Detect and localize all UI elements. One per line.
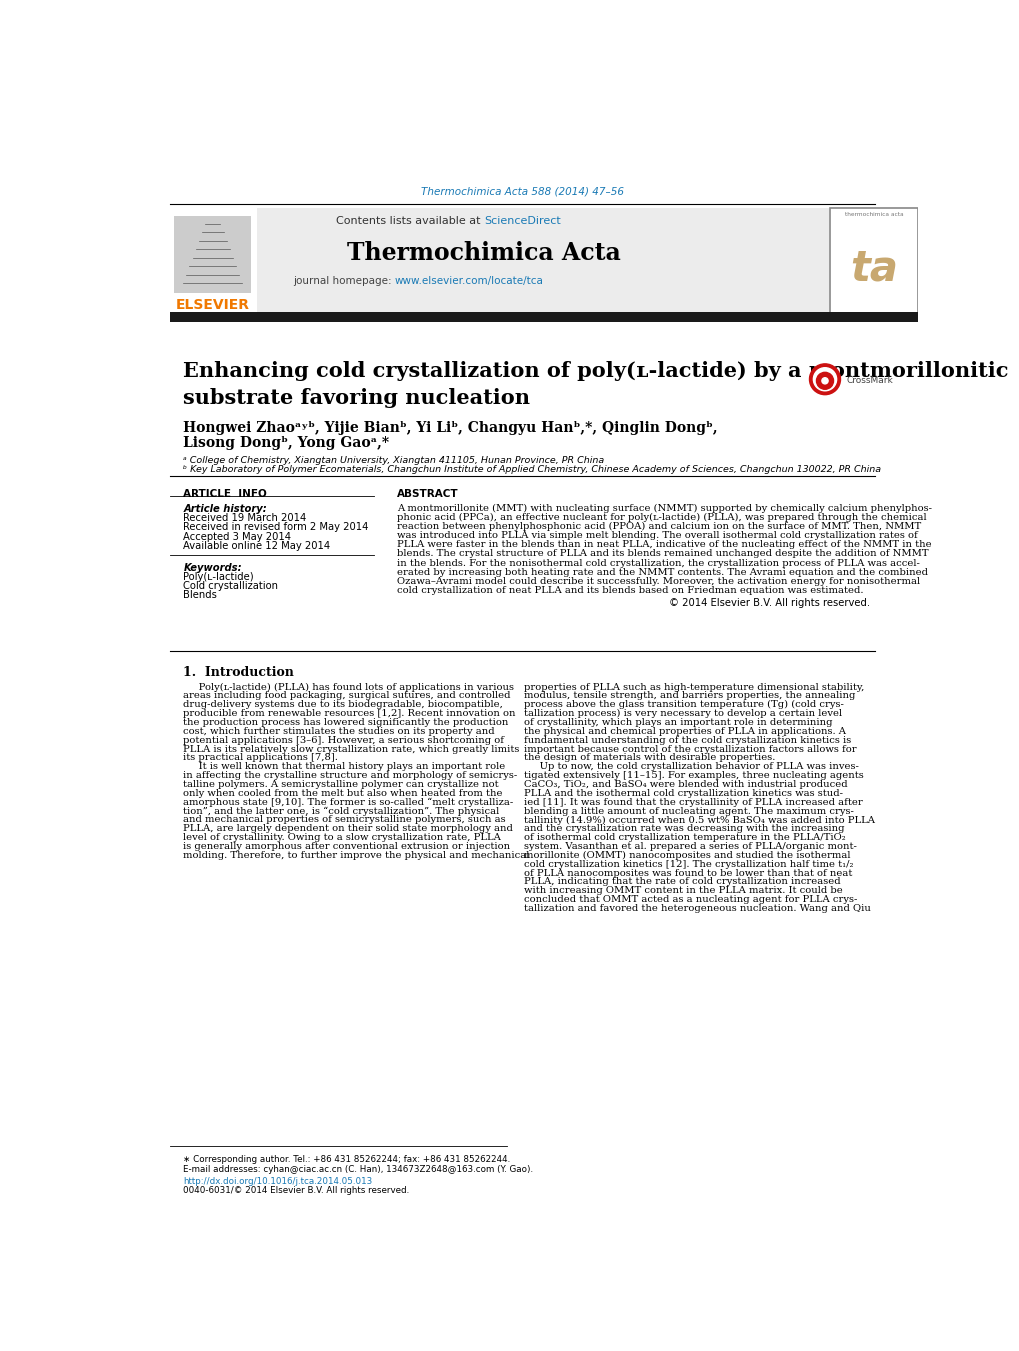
Text: Received 19 March 2014: Received 19 March 2014 [183, 513, 307, 523]
Text: Keywords:: Keywords: [183, 562, 242, 573]
Text: producible from renewable resources [1,2]. Recent innovation on: producible from renewable resources [1,2… [183, 709, 516, 719]
Text: CaCO₃, TiO₂, and BaSO₄ were blended with industrial produced: CaCO₃, TiO₂, and BaSO₄ were blended with… [524, 780, 847, 789]
Text: tigated extensively [11–15]. For examples, three nucleating agents: tigated extensively [11–15]. For example… [524, 771, 863, 780]
Text: cold crystallization of neat PLLA and its blends based on Friedman equation was : cold crystallization of neat PLLA and it… [396, 586, 863, 594]
Text: erated by increasing both heating rate and the NMMT contents. The Avrami equatio: erated by increasing both heating rate a… [396, 567, 927, 577]
Bar [828, 208, 917, 315]
Text: ScienceDirect: ScienceDirect [484, 216, 560, 227]
Text: reaction between phenylphosphonic acid (PPOA) and calcium ion on the surface of : reaction between phenylphosphonic acid (… [396, 523, 920, 531]
Text: http://dx.doi.org/10.1016/j.tca.2014.05.013: http://dx.doi.org/10.1016/j.tca.2014.05.… [183, 1177, 372, 1186]
Text: Available online 12 May 2014: Available online 12 May 2014 [183, 540, 330, 551]
Text: with increasing OMMT content in the PLLA matrix. It could be: with increasing OMMT content in the PLLA… [524, 886, 843, 896]
Text: and the crystallization rate was decreasing with the increasing: and the crystallization rate was decreas… [524, 824, 844, 834]
Text: morillonite (OMMT) nanocomposites and studied the isothermal: morillonite (OMMT) nanocomposites and st… [524, 851, 850, 861]
Text: the design of materials with desirable properties.: the design of materials with desirable p… [524, 754, 774, 762]
Circle shape [812, 367, 836, 390]
Bar [170, 208, 257, 315]
Text: tion”, and the latter one, is “cold crystallization”. The physical: tion”, and the latter one, is “cold crys… [183, 807, 499, 816]
Text: system. Vasanthan et al. prepared a series of PLLA/organic mont-: system. Vasanthan et al. prepared a seri… [524, 842, 856, 851]
Circle shape [821, 378, 827, 384]
Text: Enhancing cold crystallization of poly(ʟ-lactide) by a montmorillonitic
substrat: Enhancing cold crystallization of poly(ʟ… [183, 361, 1008, 408]
Text: Received in revised form 2 May 2014: Received in revised form 2 May 2014 [183, 523, 368, 532]
Text: of PLLA nanocomposites was found to be lower than that of neat: of PLLA nanocomposites was found to be l… [524, 869, 852, 878]
Text: blending a little amount of nucleating agent. The maximum crys-: blending a little amount of nucleating a… [524, 807, 853, 816]
Text: thermochimica acta: thermochimica acta [844, 212, 902, 218]
Bar [174, 216, 252, 293]
Text: level of crystallinity. Owing to a slow crystallization rate, PLLA: level of crystallinity. Owing to a slow … [183, 834, 500, 842]
Text: tallization and favored the heterogeneous nucleation. Wang and Qiu: tallization and favored the heterogeneou… [524, 904, 870, 913]
Text: areas including food packaging, surgical sutures, and controlled: areas including food packaging, surgical… [183, 692, 511, 701]
Text: Cold crystallization: Cold crystallization [183, 581, 278, 590]
Text: Thermochimica Acta 588 (2014) 47–56: Thermochimica Acta 588 (2014) 47–56 [421, 186, 624, 196]
Text: cold crystallization kinetics [12]. The crystallization half time t₁/₂: cold crystallization kinetics [12]. The … [524, 859, 853, 869]
Text: PLLA were faster in the blends than in neat PLLA, indicative of the nucleating e: PLLA were faster in the blends than in n… [396, 540, 931, 550]
Text: blends. The crystal structure of PLLA and its blends remained unchanged despite : blends. The crystal structure of PLLA an… [396, 550, 928, 558]
Text: potential applications [3–6]. However, a serious shortcoming of: potential applications [3–6]. However, a… [183, 736, 503, 744]
Text: CrossMark: CrossMark [846, 377, 893, 385]
Text: © 2014 Elsevier B.V. All rights reserved.: © 2014 Elsevier B.V. All rights reserved… [668, 598, 869, 608]
Text: Hongwei Zhaoᵃʸᵇ, Yijie Bianᵇ, Yi Liᵇ, Changyu Hanᵇ,*, Qinglin Dongᵇ,: Hongwei Zhaoᵃʸᵇ, Yijie Bianᵇ, Yi Liᵇ, Ch… [183, 422, 717, 435]
Text: only when cooled from the melt but also when heated from the: only when cooled from the melt but also … [183, 789, 502, 798]
Text: ∗ Corresponding author. Tel.: +86 431 85262244; fax: +86 431 85262244.: ∗ Corresponding author. Tel.: +86 431 85… [183, 1155, 511, 1165]
Text: Ozawa–Avrami model could describe it successfully. Moreover, the activation ener: Ozawa–Avrami model could describe it suc… [396, 577, 919, 586]
Text: the production process has lowered significantly the production: the production process has lowered signi… [183, 719, 508, 727]
Text: of crystallinity, which plays an important role in determining: of crystallinity, which plays an importa… [524, 719, 832, 727]
Circle shape [809, 363, 840, 394]
Text: in the blends. For the nonisothermal cold crystallization, the crystallization p: in the blends. For the nonisothermal col… [396, 558, 919, 567]
Text: 0040-6031/© 2014 Elsevier B.V. All rights reserved.: 0040-6031/© 2014 Elsevier B.V. All right… [183, 1186, 410, 1196]
Text: phonic acid (PPCa), an effective nucleant for poly(ʟ-lactide) (PLLA), was prepar: phonic acid (PPCa), an effective nuclean… [396, 513, 926, 523]
Text: was introduced into PLLA via simple melt blending. The overall isothermal cold c: was introduced into PLLA via simple melt… [396, 531, 917, 540]
Text: properties of PLLA such as high-temperature dimensional stability,: properties of PLLA such as high-temperat… [524, 682, 864, 692]
Text: Lisong Dongᵇ, Yong Gaoᵃ,*: Lisong Dongᵇ, Yong Gaoᵃ,* [183, 436, 389, 450]
Text: fundamental understanding of the cold crystallization kinetics is: fundamental understanding of the cold cr… [524, 736, 851, 744]
Text: of isothermal cold crystallization temperature in the PLLA/TiO₂: of isothermal cold crystallization tempe… [524, 834, 845, 842]
Text: Poly(ʟ-lactide): Poly(ʟ-lactide) [183, 571, 254, 582]
Text: PLLA is its relatively slow crystallization rate, which greatly limits: PLLA is its relatively slow crystallizat… [183, 744, 519, 754]
Text: its practical applications [7,8].: its practical applications [7,8]. [183, 754, 338, 762]
Text: journal homepage:: journal homepage: [292, 277, 394, 286]
Text: talline polymers. A semicrystalline polymer can crystallize not: talline polymers. A semicrystalline poly… [183, 780, 498, 789]
Circle shape [815, 373, 833, 389]
Text: Article history:: Article history: [183, 504, 267, 513]
Text: PLLA, indicating that the rate of cold crystallization increased: PLLA, indicating that the rate of cold c… [524, 877, 840, 886]
Text: molding. Therefore, to further improve the physical and mechanical: molding. Therefore, to further improve t… [183, 851, 529, 859]
Text: amorphous state [9,10]. The former is so-called “melt crystalliza-: amorphous state [9,10]. The former is so… [183, 797, 513, 807]
Text: drug-delivery systems due to its biodegradable, biocompatible,: drug-delivery systems due to its biodegr… [183, 700, 502, 709]
Text: Accepted 3 May 2014: Accepted 3 May 2014 [183, 532, 291, 542]
Text: Blends: Blends [183, 590, 217, 600]
Text: tallization process) is very necessary to develop a certain level: tallization process) is very necessary t… [524, 709, 842, 719]
Text: Contents lists available at: Contents lists available at [335, 216, 484, 227]
Text: A montmorillonite (MMT) with nucleating surface (NMMT) supported by chemically c: A montmorillonite (MMT) with nucleating … [396, 504, 931, 513]
Text: E-mail addresses: cyhan@ciac.ac.cn (C. Han), 134673Z2648@163.com (Y. Gao).: E-mail addresses: cyhan@ciac.ac.cn (C. H… [183, 1165, 533, 1174]
Text: ᵇ Key Laboratory of Polymer Ecomaterials, Changchun Institute of Applied Chemist: ᵇ Key Laboratory of Polymer Ecomaterials… [183, 466, 880, 474]
Text: PLLA, are largely dependent on their solid state morphology and: PLLA, are largely dependent on their sol… [183, 824, 513, 834]
Text: PLLA and the isothermal cold crystallization kinetics was stud-: PLLA and the isothermal cold crystalliza… [524, 789, 843, 798]
Text: ABSTRACT: ABSTRACT [396, 489, 459, 499]
Text: ᵃ College of Chemistry, Xiangtan University, Xiangtan 411105, Hunan Province, PR: ᵃ College of Chemistry, Xiangtan Univers… [183, 457, 604, 465]
Text: is generally amorphous after conventional extrusion or injection: is generally amorphous after conventiona… [183, 842, 510, 851]
Text: cost, which further stimulates the studies on its property and: cost, which further stimulates the studi… [183, 727, 494, 736]
Text: 1.  Introduction: 1. Introduction [183, 666, 293, 680]
Text: process above the glass transition temperature (Tg) (cold crys-: process above the glass transition tempe… [524, 700, 844, 709]
Bar [170, 312, 917, 323]
Text: Thermochimica Acta: Thermochimica Acta [346, 240, 621, 265]
Text: ta: ta [849, 247, 897, 289]
Text: Up to now, the cold crystallization behavior of PLLA was inves-: Up to now, the cold crystallization beha… [524, 762, 858, 771]
Text: tallinity (14.9%) occurred when 0.5 wt% BaSO₄ was added into PLLA: tallinity (14.9%) occurred when 0.5 wt% … [524, 816, 874, 824]
Text: ied [11]. It was found that the crystallinity of PLLA increased after: ied [11]. It was found that the crystall… [524, 797, 862, 807]
Text: ARTICLE  INFO: ARTICLE INFO [183, 489, 267, 499]
Text: modulus, tensile strength, and barriers properties, the annealing: modulus, tensile strength, and barriers … [524, 692, 855, 701]
Text: ELSEVIER: ELSEVIER [175, 297, 250, 312]
Text: in affecting the crystalline structure and morphology of semicrys-: in affecting the crystalline structure a… [183, 771, 517, 780]
Text: It is well known that thermal history plays an important role: It is well known that thermal history pl… [183, 762, 505, 771]
Text: the physical and chemical properties of PLLA in applications. A: the physical and chemical properties of … [524, 727, 846, 736]
Text: www.elsevier.com/locate/tca: www.elsevier.com/locate/tca [394, 277, 543, 286]
Text: important because control of the crystallization factors allows for: important because control of the crystal… [524, 744, 856, 754]
Text: concluded that OMMT acted as a nucleating agent for PLLA crys-: concluded that OMMT acted as a nucleatin… [524, 896, 857, 904]
Text: Poly(ʟ-lactide) (PLLA) has found lots of applications in various: Poly(ʟ-lactide) (PLLA) has found lots of… [183, 682, 514, 692]
Bar [170, 208, 828, 315]
Text: and mechanical properties of semicrystalline polymers, such as: and mechanical properties of semicrystal… [183, 816, 505, 824]
